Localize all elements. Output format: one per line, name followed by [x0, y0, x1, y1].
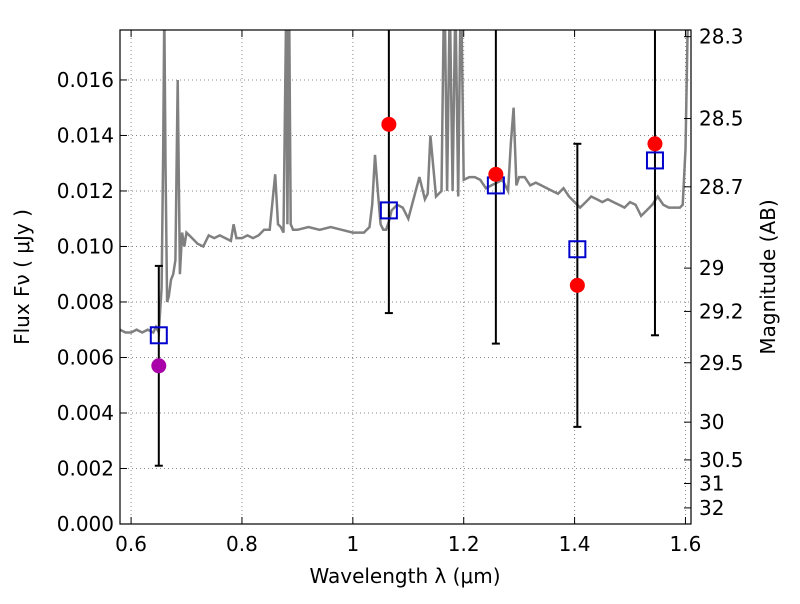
x-tick-label: 1	[346, 532, 359, 556]
y-tick-label: 0.008	[57, 290, 114, 314]
observed-flux-point	[488, 166, 504, 182]
observed-flux-point	[647, 136, 663, 152]
y-tick-label: 0.006	[57, 345, 114, 369]
model-spectrum-line	[120, 30, 689, 338]
observed-flux-point	[569, 277, 585, 293]
y-tick-label: 0.014	[57, 123, 114, 147]
right-tick-label: 32	[699, 496, 724, 520]
x-tick-label: 0.8	[226, 532, 258, 556]
x-axis: 0.6 0.8 1 1.2 1.4 1.6	[115, 30, 701, 556]
model-flux-square	[379, 201, 398, 220]
model-flux-square	[568, 240, 587, 259]
y-tick-label: 0.010	[57, 234, 114, 258]
y-tick-label: 0.002	[57, 456, 114, 480]
right-tick-label: 30.5	[699, 448, 744, 472]
right-tick-label: 28.3	[699, 25, 744, 49]
right-tick-label: 29.2	[699, 299, 744, 323]
x-tick-label: 1.2	[448, 532, 480, 556]
plot-area	[120, 30, 689, 338]
observed-flux-point	[381, 116, 397, 132]
x-axis-label: Wavelength λ (μm)	[309, 564, 500, 588]
y-tick-label: 0.000	[57, 512, 114, 536]
right-tick-label: 28.7	[699, 175, 744, 199]
right-tick-label: 29.5	[699, 351, 744, 375]
x-tick-label: 1.4	[559, 532, 591, 556]
model-flux-square	[645, 151, 664, 170]
model-flux-markers	[149, 151, 664, 345]
right-axis-label: Magnitude (AB)	[756, 199, 780, 354]
y-axis-label: Flux Fν ( μJy )	[10, 209, 34, 345]
model-flux-square	[149, 326, 168, 345]
right-tick-label: 29	[699, 256, 724, 280]
right-tick-label: 30	[699, 410, 724, 434]
observed-flux-markers	[151, 116, 663, 374]
y-tick-label: 0.016	[57, 68, 114, 92]
observed-flux-point	[151, 358, 167, 374]
y-tick-label: 0.012	[57, 179, 114, 203]
y-axis-left: 0.000 0.002 0.004 0.006 0.008 0.010 0.012 0.014…	[57, 68, 127, 536]
plot-frame	[119, 29, 692, 525]
x-tick-label: 1.6	[670, 532, 702, 556]
plot-background	[120, 30, 691, 524]
right-tick-label: 28.5	[699, 107, 744, 131]
right-tick-label: 31	[699, 471, 724, 495]
x-tick-label: 0.6	[115, 532, 147, 556]
y-tick-label: 0.004	[57, 401, 114, 425]
